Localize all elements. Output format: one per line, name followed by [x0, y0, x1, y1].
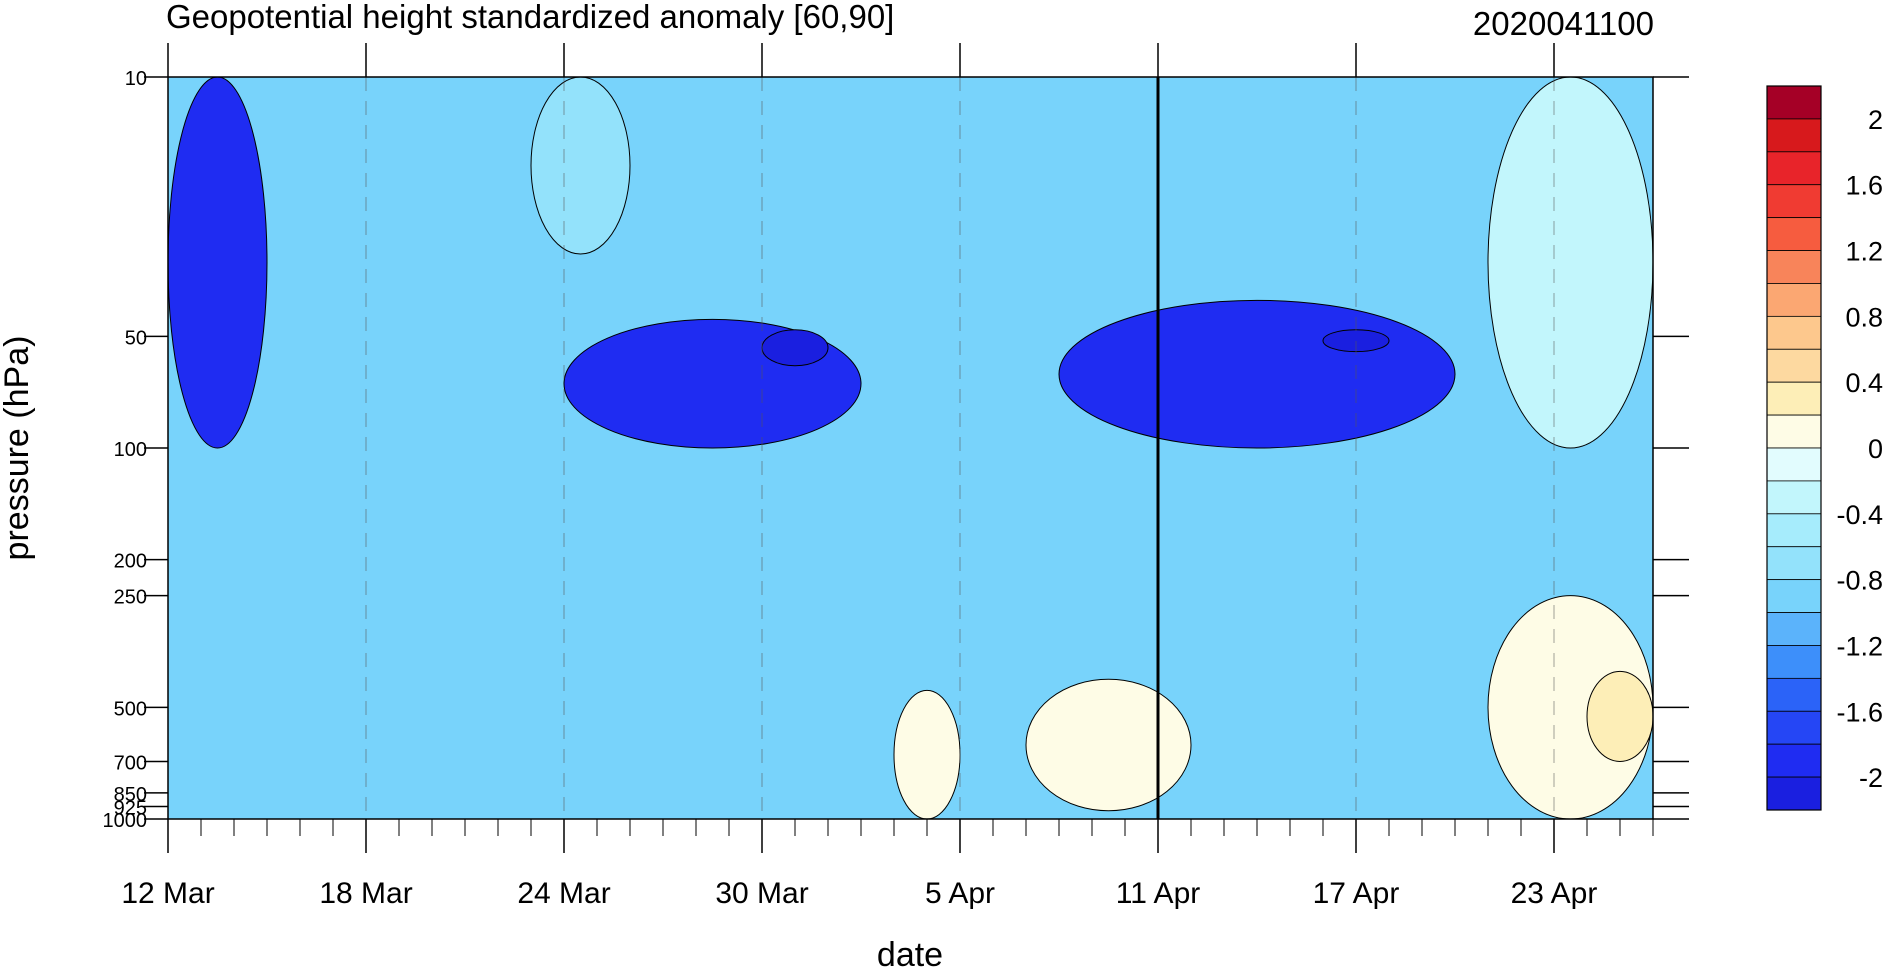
contour-region: [530, 77, 631, 255]
x-tick-label: 11 Apr: [1116, 877, 1201, 910]
contour-region: [1586, 670, 1653, 763]
colorbar-label: 0.8: [1845, 302, 1883, 332]
contour-background: [168, 77, 1653, 819]
colorbar-label: 0.4: [1845, 368, 1883, 398]
colorbar-cell: [1766, 513, 1822, 548]
colorbar-label: 1.6: [1845, 171, 1883, 201]
x-tick-label: 24 Mar: [517, 877, 610, 910]
contour-region: [1487, 77, 1653, 449]
y-tick-label: 1000: [103, 810, 148, 832]
colorbar-cell: [1766, 184, 1822, 219]
y-tick-label: 250: [114, 587, 147, 609]
colorbar-label: -1.2: [1836, 631, 1883, 661]
colorbar-cell: [1766, 776, 1822, 811]
colorbar-cell: [1766, 710, 1822, 745]
contour-field: [168, 77, 1653, 819]
x-tick-label: 12 Mar: [121, 877, 214, 910]
contour-region: [168, 77, 268, 449]
colorbar-cell: [1766, 677, 1822, 712]
x-tick-label: 5 Apr: [925, 877, 995, 910]
colorbar: 2 1.6 1.2 0.8 0.4 0 -0.4 -0.8 -1.2 -1.6 -2: [1766, 85, 1883, 811]
colorbar-cell: [1766, 480, 1822, 515]
chart-subtitle: 2020041100: [1473, 5, 1654, 42]
contour-region: [893, 689, 961, 819]
colorbar-cell: [1766, 381, 1822, 416]
contour-region: [1058, 299, 1456, 449]
colorbar-label: 0: [1868, 434, 1883, 464]
x-tick-label: 18 Mar: [319, 877, 412, 910]
x-tick-label: 30 Mar: [715, 877, 808, 910]
y-tick-label: 500: [114, 698, 147, 720]
colorbar-cell: [1766, 414, 1822, 449]
colorbar-cell: [1766, 118, 1822, 153]
y-tick-label: 10: [125, 68, 147, 90]
y-axis-label: pressure (hPa): [0, 336, 36, 561]
colorbar-label: -2: [1859, 763, 1883, 793]
x-axis: 12 Mar 18 Mar 24 Mar 30 Mar 5 Apr 11 Apr 17 Ap…: [121, 43, 1654, 910]
chart-title: Geopotential height standardized anomaly…: [166, 0, 894, 35]
colorbar-cell: [1766, 546, 1822, 581]
colorbar-cell: [1766, 645, 1822, 679]
colorbar-cell: [1766, 250, 1822, 284]
contour-region: [1487, 595, 1653, 819]
colorbar-cell: [1766, 579, 1822, 613]
y-tick-label: 50: [125, 327, 147, 349]
colorbar-label: -0.8: [1836, 566, 1883, 596]
colorbar-cell: [1766, 217, 1822, 251]
x-tick-label: 23 Apr: [1511, 877, 1598, 910]
colorbar-label: -0.4: [1836, 500, 1883, 530]
x-tick-label: 17 Apr: [1313, 877, 1400, 910]
colorbar-label: 1.2: [1845, 237, 1883, 267]
x-axis-label: date: [877, 936, 943, 969]
colorbar-cell: [1766, 315, 1822, 350]
contour-region: [1025, 678, 1192, 812]
y-tick-label: 700: [114, 753, 147, 775]
colorbar-cell: [1766, 283, 1822, 317]
colorbar-cell: [1766, 743, 1822, 778]
y-tick-label: 200: [114, 551, 147, 573]
colorbar-cell: [1766, 447, 1822, 482]
colorbar-label: -1.6: [1836, 697, 1883, 727]
colorbar-cell: [1766, 612, 1822, 646]
y-tick-label: 850: [114, 784, 147, 806]
contour-region: [761, 329, 829, 367]
colorbar-cell: [1766, 151, 1822, 186]
y-tick-label: 100: [114, 439, 147, 461]
colorbar-label: 2: [1868, 105, 1883, 135]
colorbar-cell: [1766, 348, 1822, 383]
y-tick-label: 925: [114, 797, 147, 819]
colorbar-cell: [1766, 85, 1822, 120]
